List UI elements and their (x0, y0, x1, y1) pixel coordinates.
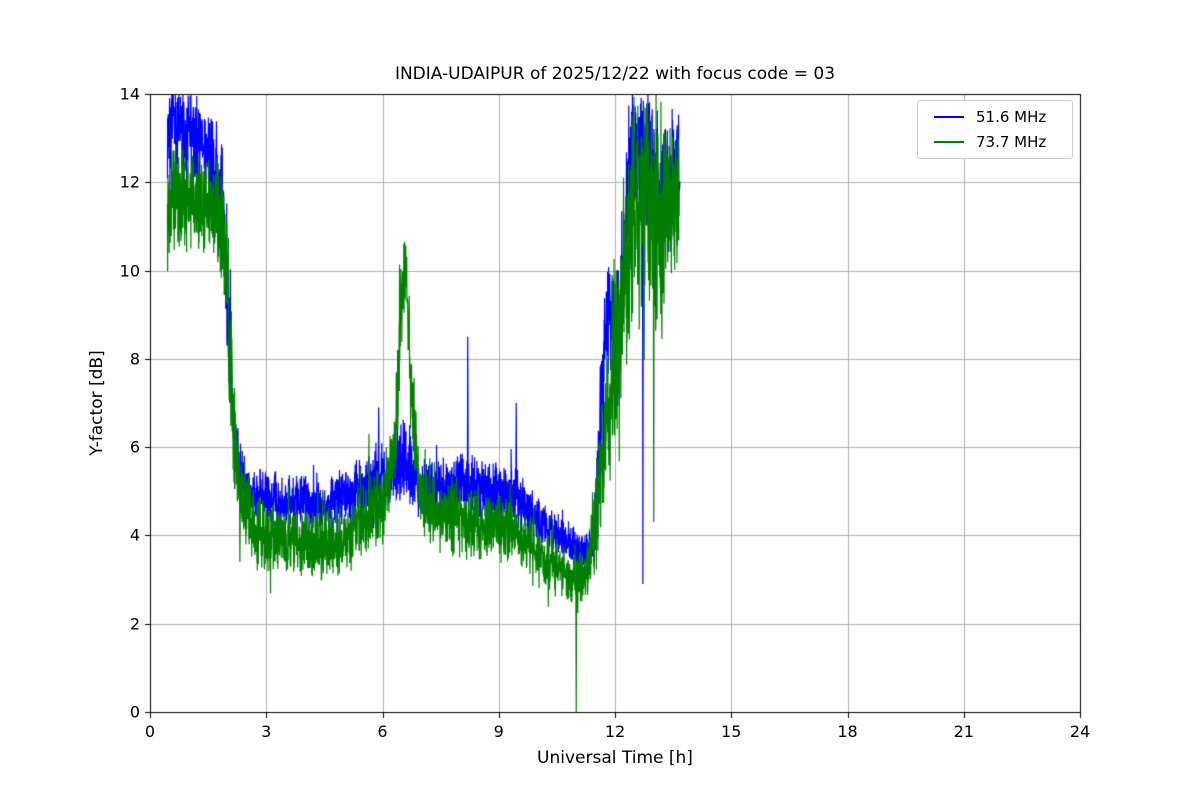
x-tick-label: 6 (377, 722, 388, 741)
x-tick-label: 21 (953, 722, 974, 741)
legend-line-swatch (934, 116, 964, 118)
y-tick-label: 6 (129, 437, 140, 457)
legend-entry: 73.7 MHz (930, 133, 1060, 151)
legend-line-swatch (934, 141, 964, 143)
y-tick-label: 2 (129, 614, 140, 634)
legend-label: 51.6 MHz (976, 108, 1047, 126)
y-axis-label: Y-factor [dB] (87, 350, 107, 456)
legend: 51.6 MHz 73.7 MHz (917, 100, 1073, 159)
y-tick-label: 10 (119, 261, 140, 281)
x-axis-label: Universal Time [h] (537, 748, 693, 768)
y-tick-label: 12 (119, 172, 140, 192)
legend-entry: 51.6 MHz (930, 108, 1060, 126)
y-tick-label: 14 (119, 84, 140, 104)
x-tick-label: 18 (837, 722, 858, 741)
x-tick-label: 15 (721, 722, 742, 741)
x-tick-label: 9 (493, 722, 504, 741)
x-tick-label: 12 (604, 722, 626, 741)
y-tick-label: 4 (129, 525, 140, 545)
chart-title: INDIA-UDAIPUR of 2025/12/22 with focus c… (394, 64, 836, 84)
y-tick-label: 8 (129, 349, 140, 369)
x-tick-label: 0 (144, 722, 156, 741)
x-tick-label: 3 (261, 722, 272, 741)
legend-label: 73.7 MHz (976, 133, 1047, 151)
y-tick-label: 0 (129, 702, 140, 722)
x-tick-label: 24 (1069, 722, 1091, 741)
